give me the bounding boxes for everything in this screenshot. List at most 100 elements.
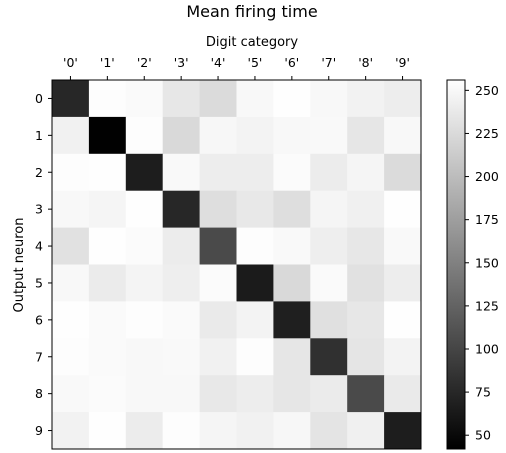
heatmap-cell bbox=[199, 153, 237, 192]
heatmap-cell bbox=[236, 190, 274, 228]
heatmap-cell bbox=[273, 301, 311, 339]
chart-title: Mean firing time bbox=[186, 2, 317, 21]
heatmap-cell bbox=[52, 80, 90, 118]
heatmap-cell bbox=[88, 227, 127, 265]
heatmap-cell bbox=[162, 264, 200, 302]
heatmap-cell bbox=[162, 116, 200, 155]
heatmap-cell bbox=[347, 301, 385, 339]
colorbar-tick-label: 175 bbox=[475, 212, 499, 227]
y-tick-label: 8 bbox=[35, 386, 43, 401]
heatmap-cell bbox=[125, 338, 164, 376]
y-tick-label: 7 bbox=[35, 349, 43, 364]
heatmap-cell bbox=[125, 375, 164, 413]
heatmap-cell bbox=[236, 227, 274, 265]
heatmap-cell bbox=[199, 227, 237, 265]
heatmap-cell bbox=[52, 116, 90, 155]
heatmap-cell bbox=[162, 301, 200, 339]
heatmap-cell bbox=[384, 301, 422, 339]
heatmap-cell bbox=[310, 338, 348, 376]
heatmap-cell bbox=[384, 412, 422, 450]
heatmap-cell bbox=[88, 412, 127, 450]
heatmap-cell bbox=[347, 338, 385, 376]
heatmap-cell bbox=[125, 264, 164, 302]
heatmap-cell bbox=[88, 301, 127, 339]
y-tick-label: 3 bbox=[35, 202, 43, 217]
heatmap-cell bbox=[310, 227, 348, 265]
heatmap-cell bbox=[310, 80, 348, 118]
heatmap-cell bbox=[310, 264, 348, 302]
heatmap-cell bbox=[88, 375, 127, 413]
colorbar-tick-label: 200 bbox=[475, 169, 499, 184]
y-tick-label: 9 bbox=[35, 423, 43, 438]
heatmap-cell bbox=[52, 153, 90, 192]
heatmap-cell bbox=[52, 190, 90, 228]
heatmap-cell bbox=[310, 153, 348, 192]
colorbar-tick-label: 250 bbox=[475, 83, 499, 98]
colorbar bbox=[446, 79, 466, 450]
heatmap-cell bbox=[273, 80, 311, 118]
heatmap-cell bbox=[273, 153, 311, 192]
y-ticks: 0 1 2 3 4 5 6 7 8 9 bbox=[35, 91, 52, 438]
heatmap-cell bbox=[88, 264, 127, 302]
x-ticks: '0' '1' '2' '3' '4' '5' '6' '7' '8' '9' bbox=[63, 55, 410, 80]
heatmap-cell bbox=[125, 116, 164, 155]
heatmap-cell bbox=[347, 116, 385, 155]
colorbar-ticks: 50 75 100 125 150 175 200 225 250 bbox=[465, 83, 499, 443]
heatmap-cell bbox=[88, 80, 127, 118]
heatmap-cell bbox=[88, 338, 127, 376]
heatmap-cell bbox=[273, 375, 311, 413]
heatmap-cell bbox=[162, 227, 200, 265]
x-tick-label: '6' bbox=[284, 55, 299, 70]
heatmap-cell bbox=[347, 153, 385, 192]
x-tick-label: '4' bbox=[211, 55, 226, 70]
x-tick-label: '0' bbox=[63, 55, 78, 70]
colorbar-tick-label: 125 bbox=[475, 298, 499, 313]
heatmap-cell bbox=[162, 412, 200, 450]
heatmap-cell bbox=[273, 190, 311, 228]
heatmap-cell bbox=[88, 190, 127, 228]
colorbar-tick-label: 75 bbox=[475, 385, 491, 400]
heatmap-cell bbox=[273, 264, 311, 302]
heatmap-cell bbox=[273, 338, 311, 376]
heatmap-cell bbox=[52, 375, 90, 413]
y-tick-label: 0 bbox=[35, 91, 43, 106]
heatmap-cell bbox=[236, 264, 274, 302]
heatmap-cell bbox=[384, 375, 422, 413]
heatmap-cell bbox=[199, 116, 237, 155]
heatmap-cell bbox=[347, 80, 385, 118]
heatmap-cell bbox=[347, 190, 385, 228]
y-tick-label: 4 bbox=[35, 239, 43, 254]
heatmap-cell bbox=[162, 80, 200, 118]
heatmap-cell bbox=[125, 301, 164, 339]
heatmap-cell bbox=[347, 264, 385, 302]
heatmap-cell bbox=[88, 116, 127, 155]
heatmap-cell bbox=[199, 264, 237, 302]
heatmap-cell bbox=[384, 153, 422, 192]
heatmap-cells bbox=[52, 80, 422, 450]
heatmap-cell bbox=[125, 153, 164, 192]
heatmap-cell bbox=[236, 301, 274, 339]
heatmap-cell bbox=[347, 227, 385, 265]
y-tick-label: 2 bbox=[35, 165, 43, 180]
heatmap-cell bbox=[199, 80, 237, 118]
heatmap-cell bbox=[347, 412, 385, 450]
colorbar-tick-label: 100 bbox=[475, 341, 499, 356]
x-tick-label: '3' bbox=[174, 55, 189, 70]
heatmap-cell bbox=[384, 190, 422, 228]
heatmap-cell bbox=[384, 116, 422, 155]
heatmap-cell bbox=[236, 116, 274, 155]
x-tick-label: '5' bbox=[248, 55, 263, 70]
heatmap-cell bbox=[236, 80, 274, 118]
x-tick-label: '7' bbox=[321, 55, 336, 70]
heatmap-cell bbox=[125, 412, 164, 450]
colorbar-tick-label: 50 bbox=[475, 428, 491, 443]
heatmap-cell bbox=[273, 412, 311, 450]
heatmap-cell bbox=[52, 264, 90, 302]
heatmap-cell bbox=[310, 301, 348, 339]
y-tick-label: 6 bbox=[35, 312, 43, 327]
colorbar-tick-label: 225 bbox=[475, 126, 499, 141]
x-tick-label: '9' bbox=[395, 55, 410, 70]
heatmap-cell bbox=[199, 338, 237, 376]
heatmap-cell bbox=[199, 190, 237, 228]
